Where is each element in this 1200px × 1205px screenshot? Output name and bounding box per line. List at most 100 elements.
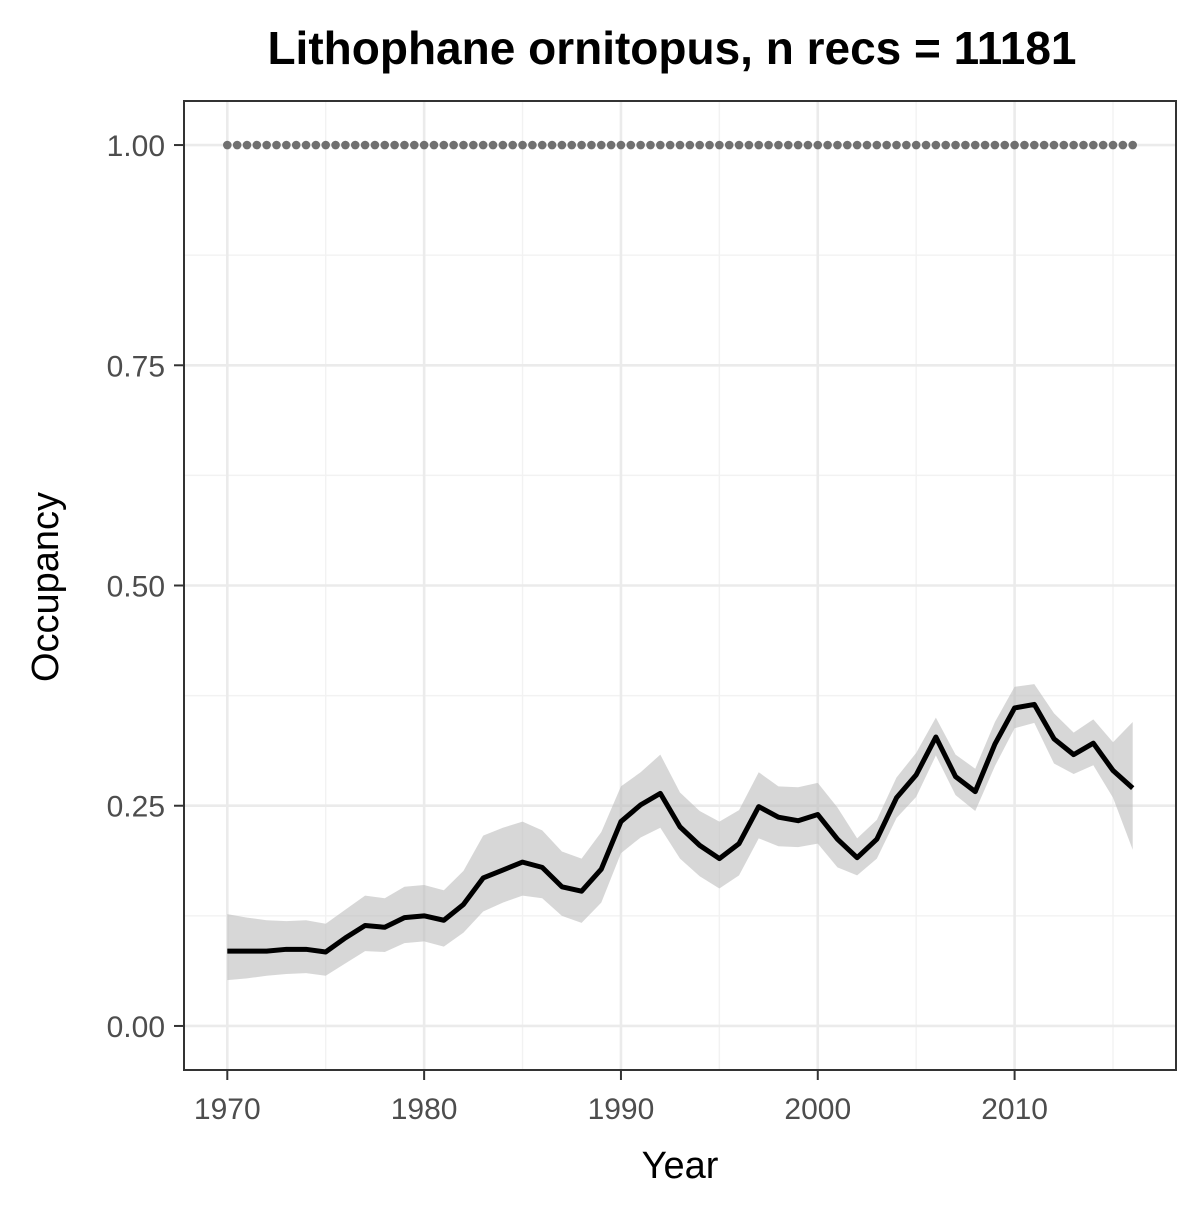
reference-dot <box>449 140 458 150</box>
x-tick-label: 1980 <box>391 1093 458 1126</box>
reference-dot <box>311 140 321 150</box>
reference-dot <box>1010 140 1019 150</box>
reference-dot <box>547 140 557 150</box>
reference-dot <box>734 140 744 150</box>
y-tick-label: 0.75 <box>107 350 165 383</box>
x-tick-label: 2010 <box>981 1093 1048 1126</box>
reference-dot <box>1059 140 1069 150</box>
reference-dot <box>252 140 262 150</box>
reference-dot <box>715 140 724 150</box>
x-tick-label: 1970 <box>194 1093 261 1126</box>
reference-dot <box>459 140 468 150</box>
y-axis-title: Occupancy <box>25 492 67 682</box>
plot-area: 1970 1980 1990 2000 2010 0.00 0.25 0.50 0.75 1.00 <box>107 100 1177 1126</box>
x-axis-title: Year <box>642 1145 719 1187</box>
reference-dot <box>360 140 370 150</box>
reference-dot <box>370 140 380 150</box>
reference-dot <box>970 140 980 150</box>
y-tick-label: 0.25 <box>107 791 165 824</box>
reference-dot <box>242 140 252 150</box>
reference-dot <box>341 140 350 150</box>
reference-dot <box>990 140 1000 150</box>
reference-dot <box>321 140 331 150</box>
reference-dot <box>833 140 842 150</box>
reference-dot <box>1079 140 1088 150</box>
reference-dot <box>232 140 242 150</box>
reference-dot <box>587 140 596 150</box>
reference-dot <box>882 140 891 150</box>
occupancy-line <box>227 701 1135 955</box>
reference-dot <box>724 140 734 150</box>
reference-dot <box>409 140 419 150</box>
reference-dot <box>1108 140 1118 150</box>
y-tick-label: 1.00 <box>107 130 165 163</box>
reference-dot <box>350 140 360 150</box>
reference-dot <box>567 140 577 150</box>
reference-dot <box>656 140 665 150</box>
reference-dot <box>1089 140 1098 150</box>
reference-dot <box>469 140 478 150</box>
reference-dot <box>606 140 616 150</box>
reference-dot <box>803 140 813 150</box>
reference-dot <box>1069 140 1078 150</box>
reference-dot <box>626 140 636 150</box>
reference-dot <box>1020 140 1029 150</box>
reference-dot <box>1039 140 1049 150</box>
reference-dot <box>488 140 498 150</box>
reference-dot <box>1049 140 1059 150</box>
reference-dot <box>961 140 970 150</box>
confidence-band <box>227 684 1133 981</box>
reference-dot <box>291 140 301 150</box>
x-tick-label: 2000 <box>784 1093 851 1126</box>
reference-dot <box>941 140 951 150</box>
reference-dot <box>695 140 704 150</box>
reference-dot <box>616 140 626 150</box>
reference-dot <box>764 140 773 150</box>
reference-dot <box>783 140 793 150</box>
reference-dot <box>744 140 754 150</box>
reference-dot <box>537 140 547 150</box>
reference-dot <box>262 140 271 150</box>
reference-dot <box>498 140 508 150</box>
reference-dot <box>980 140 990 150</box>
reference-dot <box>301 140 311 150</box>
reference-dot <box>685 140 695 150</box>
reference-dot <box>892 140 901 150</box>
reference-dot <box>646 140 655 150</box>
reference-dot <box>813 140 823 150</box>
reference-dot <box>931 140 941 150</box>
reference-dot <box>390 140 399 150</box>
reference-dot <box>429 140 439 150</box>
reference-dot <box>380 140 390 150</box>
reference-dot <box>518 140 527 150</box>
reference-dot <box>528 140 537 150</box>
reference-dot <box>902 140 911 150</box>
reference-dot <box>439 140 449 150</box>
reference-dot <box>951 140 960 150</box>
y-tick-label: 0.00 <box>107 1011 165 1044</box>
reference-dot <box>636 140 645 150</box>
reference-dot <box>921 140 931 150</box>
reference-dot <box>754 140 764 150</box>
reference-dot <box>823 140 832 150</box>
reference-dot <box>1098 140 1108 150</box>
reference-dot <box>843 140 852 150</box>
reference-dot <box>872 140 882 150</box>
reference-series <box>223 140 1137 150</box>
reference-dot <box>1000 140 1010 150</box>
reference-dot <box>596 140 606 150</box>
reference-dot <box>577 140 586 150</box>
y-tick-label: 0.50 <box>107 571 165 604</box>
reference-dot <box>331 140 340 150</box>
reference-dot <box>1128 140 1137 150</box>
reference-dot <box>1029 140 1039 150</box>
reference-dot <box>862 140 872 150</box>
reference-dot <box>705 140 714 150</box>
reference-dot <box>557 140 567 150</box>
reference-dot <box>282 140 291 150</box>
reference-dot <box>911 140 921 150</box>
x-tick-label: 1990 <box>588 1093 655 1126</box>
reference-dot <box>478 140 488 150</box>
